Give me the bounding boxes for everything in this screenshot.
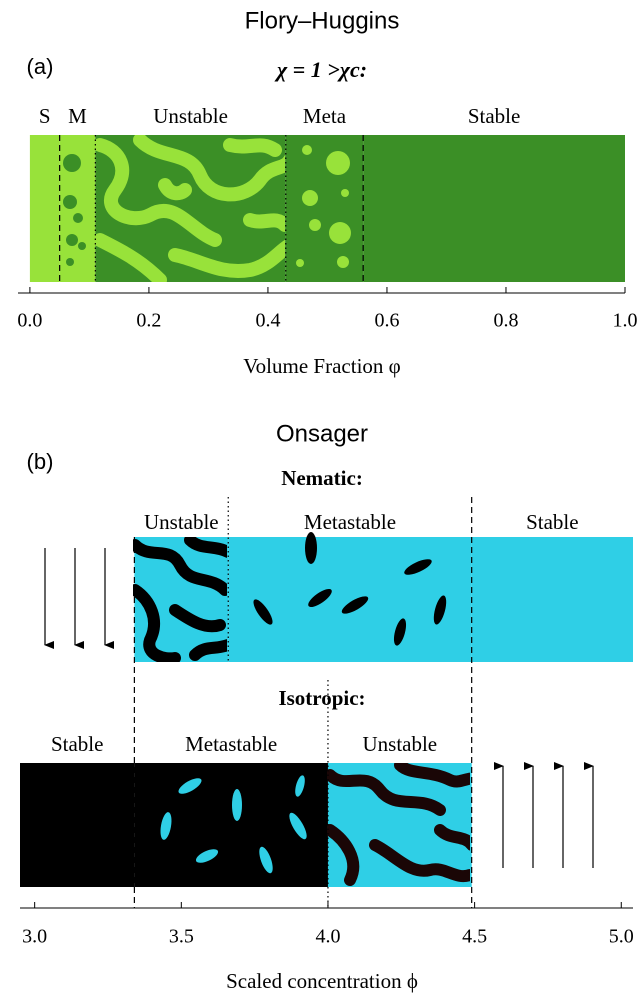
region-label: M	[68, 104, 87, 128]
region	[286, 135, 363, 282]
region	[472, 537, 633, 662]
x-tick-label: 0.0	[17, 310, 42, 332]
region-label: Stable	[526, 510, 579, 534]
figure: Flory–Huggins (a) χ = 1 >χc: SM Unstable Meta…	[0, 0, 643, 994]
x-tick-label: 4.0	[315, 926, 340, 948]
x-tick-label: 4.5	[462, 926, 487, 948]
row-name: Isotropic:	[278, 686, 365, 710]
x-tick-label: 0.2	[136, 310, 161, 332]
region-label: Meta	[303, 104, 347, 128]
x-tick-label: 3.5	[169, 926, 194, 948]
region	[228, 537, 471, 662]
x-axis-label: Volume Fraction φ	[243, 354, 401, 378]
region-label: Unstable	[362, 732, 437, 756]
x-tick-label: 3.0	[22, 926, 47, 948]
region-label: S	[39, 104, 51, 128]
region	[363, 135, 625, 282]
region-label: Stable	[468, 104, 521, 128]
x-tick-label: 0.4	[255, 310, 280, 332]
panel-title: Flory–Huggins	[245, 7, 400, 34]
panel-label: (b)	[27, 449, 54, 474]
subtitle: χ = 1 >χc:	[274, 57, 367, 82]
region-label: Metastable	[185, 732, 277, 756]
region-label: Metastable	[304, 510, 396, 534]
region	[20, 763, 134, 887]
panel-title: Onsager	[276, 420, 368, 447]
x-tick-label: 5.0	[609, 926, 634, 948]
x-axis-label: Scaled concentration ϕ	[226, 969, 418, 993]
row-name: Nematic:	[281, 466, 363, 490]
region	[30, 135, 60, 282]
region-label: Unstable	[153, 104, 228, 128]
region-label: Unstable	[144, 510, 219, 534]
panel-label: (a)	[27, 54, 54, 79]
x-tick-label: 1.0	[613, 310, 638, 332]
x-tick-label: 0.8	[493, 310, 518, 332]
x-tick-label: 0.6	[374, 310, 399, 332]
region-label: Stable	[51, 732, 104, 756]
